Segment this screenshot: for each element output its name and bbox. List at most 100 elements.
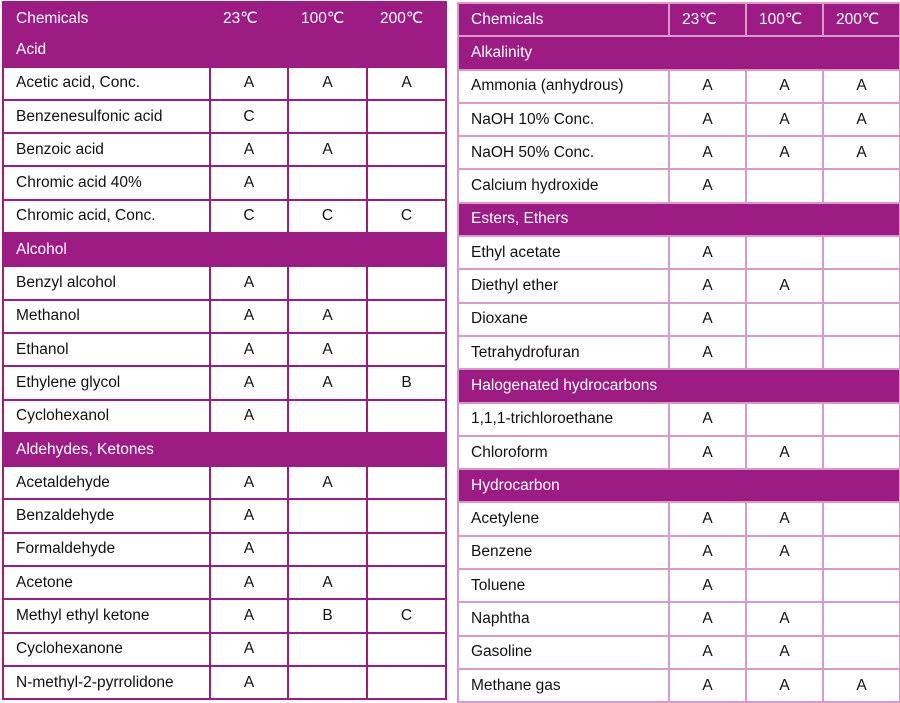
- section-title: Halogenated hydrocarbons: [457, 368, 900, 404]
- chemical-name: Calcium hydroxide: [457, 168, 670, 204]
- rating-cell: A: [668, 168, 747, 204]
- section-row: Hydrocarbon: [457, 468, 900, 504]
- table-row: Benzene A A: [457, 534, 900, 571]
- chemical-name: Chloroform: [457, 434, 670, 471]
- section-row: Halogenated hydrocarbons: [457, 368, 900, 404]
- section-title: Hydrocarbon: [457, 468, 900, 504]
- rating-cell: [822, 235, 900, 271]
- table-row: Chromic acid, Conc. C C C: [2, 198, 447, 235]
- section-row: Acid: [2, 34, 447, 68]
- chemical-name: Acetaldehyde: [2, 465, 211, 501]
- chemical-name: Acetic acid, Conc.: [2, 65, 211, 101]
- rating-cell: [366, 165, 447, 201]
- rating-cell: A: [209, 498, 289, 534]
- rating-cell: A: [287, 331, 368, 368]
- rating-cell: [822, 401, 900, 437]
- rating-cell: [287, 631, 368, 667]
- rating-cell: A: [668, 434, 747, 471]
- table-row: Acetic acid, Conc. A A A: [2, 65, 447, 101]
- table-row: Chloroform A A: [457, 434, 900, 471]
- rating-cell: [366, 132, 447, 168]
- chemical-name: Benzene: [457, 534, 670, 571]
- table-row: Methane gas A A A: [457, 667, 900, 703]
- table-row: Acetaldehyde A A: [2, 465, 447, 501]
- rating-cell: A: [209, 165, 289, 201]
- rating-cell: A: [745, 534, 824, 571]
- section-title: Acid: [2, 34, 447, 68]
- rating-cell: [745, 401, 824, 437]
- rating-cell: A: [209, 598, 289, 634]
- column-header-chemicals: Chemicals: [457, 1, 670, 38]
- rating-cell: A: [822, 135, 900, 171]
- rating-cell: [366, 265, 447, 301]
- rating-cell: A: [668, 401, 747, 437]
- rating-cell: A: [745, 501, 824, 537]
- column-header-chemicals: Chemicals: [2, 0, 211, 35]
- rating-cell: [287, 664, 368, 701]
- chemical-name: Benzoic acid: [2, 132, 211, 168]
- rating-cell: C: [366, 598, 447, 634]
- section-row: Alkalinity: [457, 35, 900, 71]
- rating-cell: [366, 398, 447, 434]
- rating-cell: A: [668, 268, 747, 304]
- table-row: N-methyl-2-pyrrolidone A: [2, 664, 447, 701]
- rating-cell: [822, 568, 900, 604]
- table-row: Benzyl alcohol A: [2, 265, 447, 301]
- rating-cell: [745, 568, 824, 604]
- rating-cell: [366, 531, 447, 568]
- rating-cell: A: [668, 334, 747, 371]
- rating-cell: A: [209, 565, 289, 601]
- column-header-t200: 200℃: [366, 0, 447, 35]
- chemical-name: Dioxane: [457, 301, 670, 337]
- rating-cell: [822, 534, 900, 571]
- table-row: Acetone A A: [2, 565, 447, 601]
- rating-cell: A: [209, 65, 289, 101]
- table-row: Cyclohexanone A: [2, 631, 447, 667]
- chemical-name: Ethyl acetate: [457, 235, 670, 271]
- rating-cell: A: [745, 434, 824, 471]
- rating-cell: A: [209, 365, 289, 401]
- rating-cell: A: [745, 667, 824, 703]
- rating-cell: [745, 301, 824, 337]
- rating-cell: A: [668, 301, 747, 337]
- rating-cell: [366, 498, 447, 534]
- rating-cell: C: [209, 98, 289, 135]
- table-row: Ethanol A A: [2, 331, 447, 368]
- rating-cell: [287, 531, 368, 568]
- table-row: Methanol A A: [2, 298, 447, 334]
- rating-cell: [366, 631, 447, 667]
- section-title: Alkalinity: [457, 35, 900, 71]
- section-row: Alcohol: [2, 233, 447, 268]
- chemical-name: Ammonia (anhydrous): [457, 68, 670, 104]
- table-row: Cyclohexanol A: [2, 398, 447, 434]
- rating-cell: A: [287, 465, 368, 501]
- rating-cell: [822, 634, 900, 670]
- rating-cell: A: [287, 298, 368, 334]
- rating-cell: A: [209, 531, 289, 568]
- chemical-name: Chromic acid 40%: [2, 165, 211, 201]
- rating-cell: A: [209, 664, 289, 701]
- rating-cell: A: [668, 568, 747, 604]
- rating-cell: A: [209, 465, 289, 501]
- rating-cell: A: [668, 634, 747, 670]
- section-row: Esters, Ethers: [457, 201, 900, 238]
- rating-cell: [366, 465, 447, 501]
- rating-cell: A: [209, 298, 289, 334]
- chemical-name: Methanol: [2, 298, 211, 334]
- table-row: Benzaldehyde A: [2, 498, 447, 534]
- rating-cell: [822, 334, 900, 371]
- chemical-name: Acetylene: [457, 501, 670, 537]
- rating-cell: C: [366, 198, 447, 235]
- column-header-t100: 100℃: [745, 1, 824, 38]
- rating-cell: B: [287, 598, 368, 634]
- table-row: Formaldehyde A: [2, 531, 447, 568]
- rating-cell: [287, 98, 368, 135]
- chemical-name: Methyl ethyl ketone: [2, 598, 211, 634]
- section-title: Alcohol: [2, 233, 447, 268]
- rating-cell: C: [209, 198, 289, 235]
- rating-cell: [287, 398, 368, 434]
- rating-cell: [822, 301, 900, 337]
- rating-cell: [822, 501, 900, 537]
- table-row: Dioxane A: [457, 301, 900, 337]
- table-row: Tetrahydrofuran A: [457, 334, 900, 371]
